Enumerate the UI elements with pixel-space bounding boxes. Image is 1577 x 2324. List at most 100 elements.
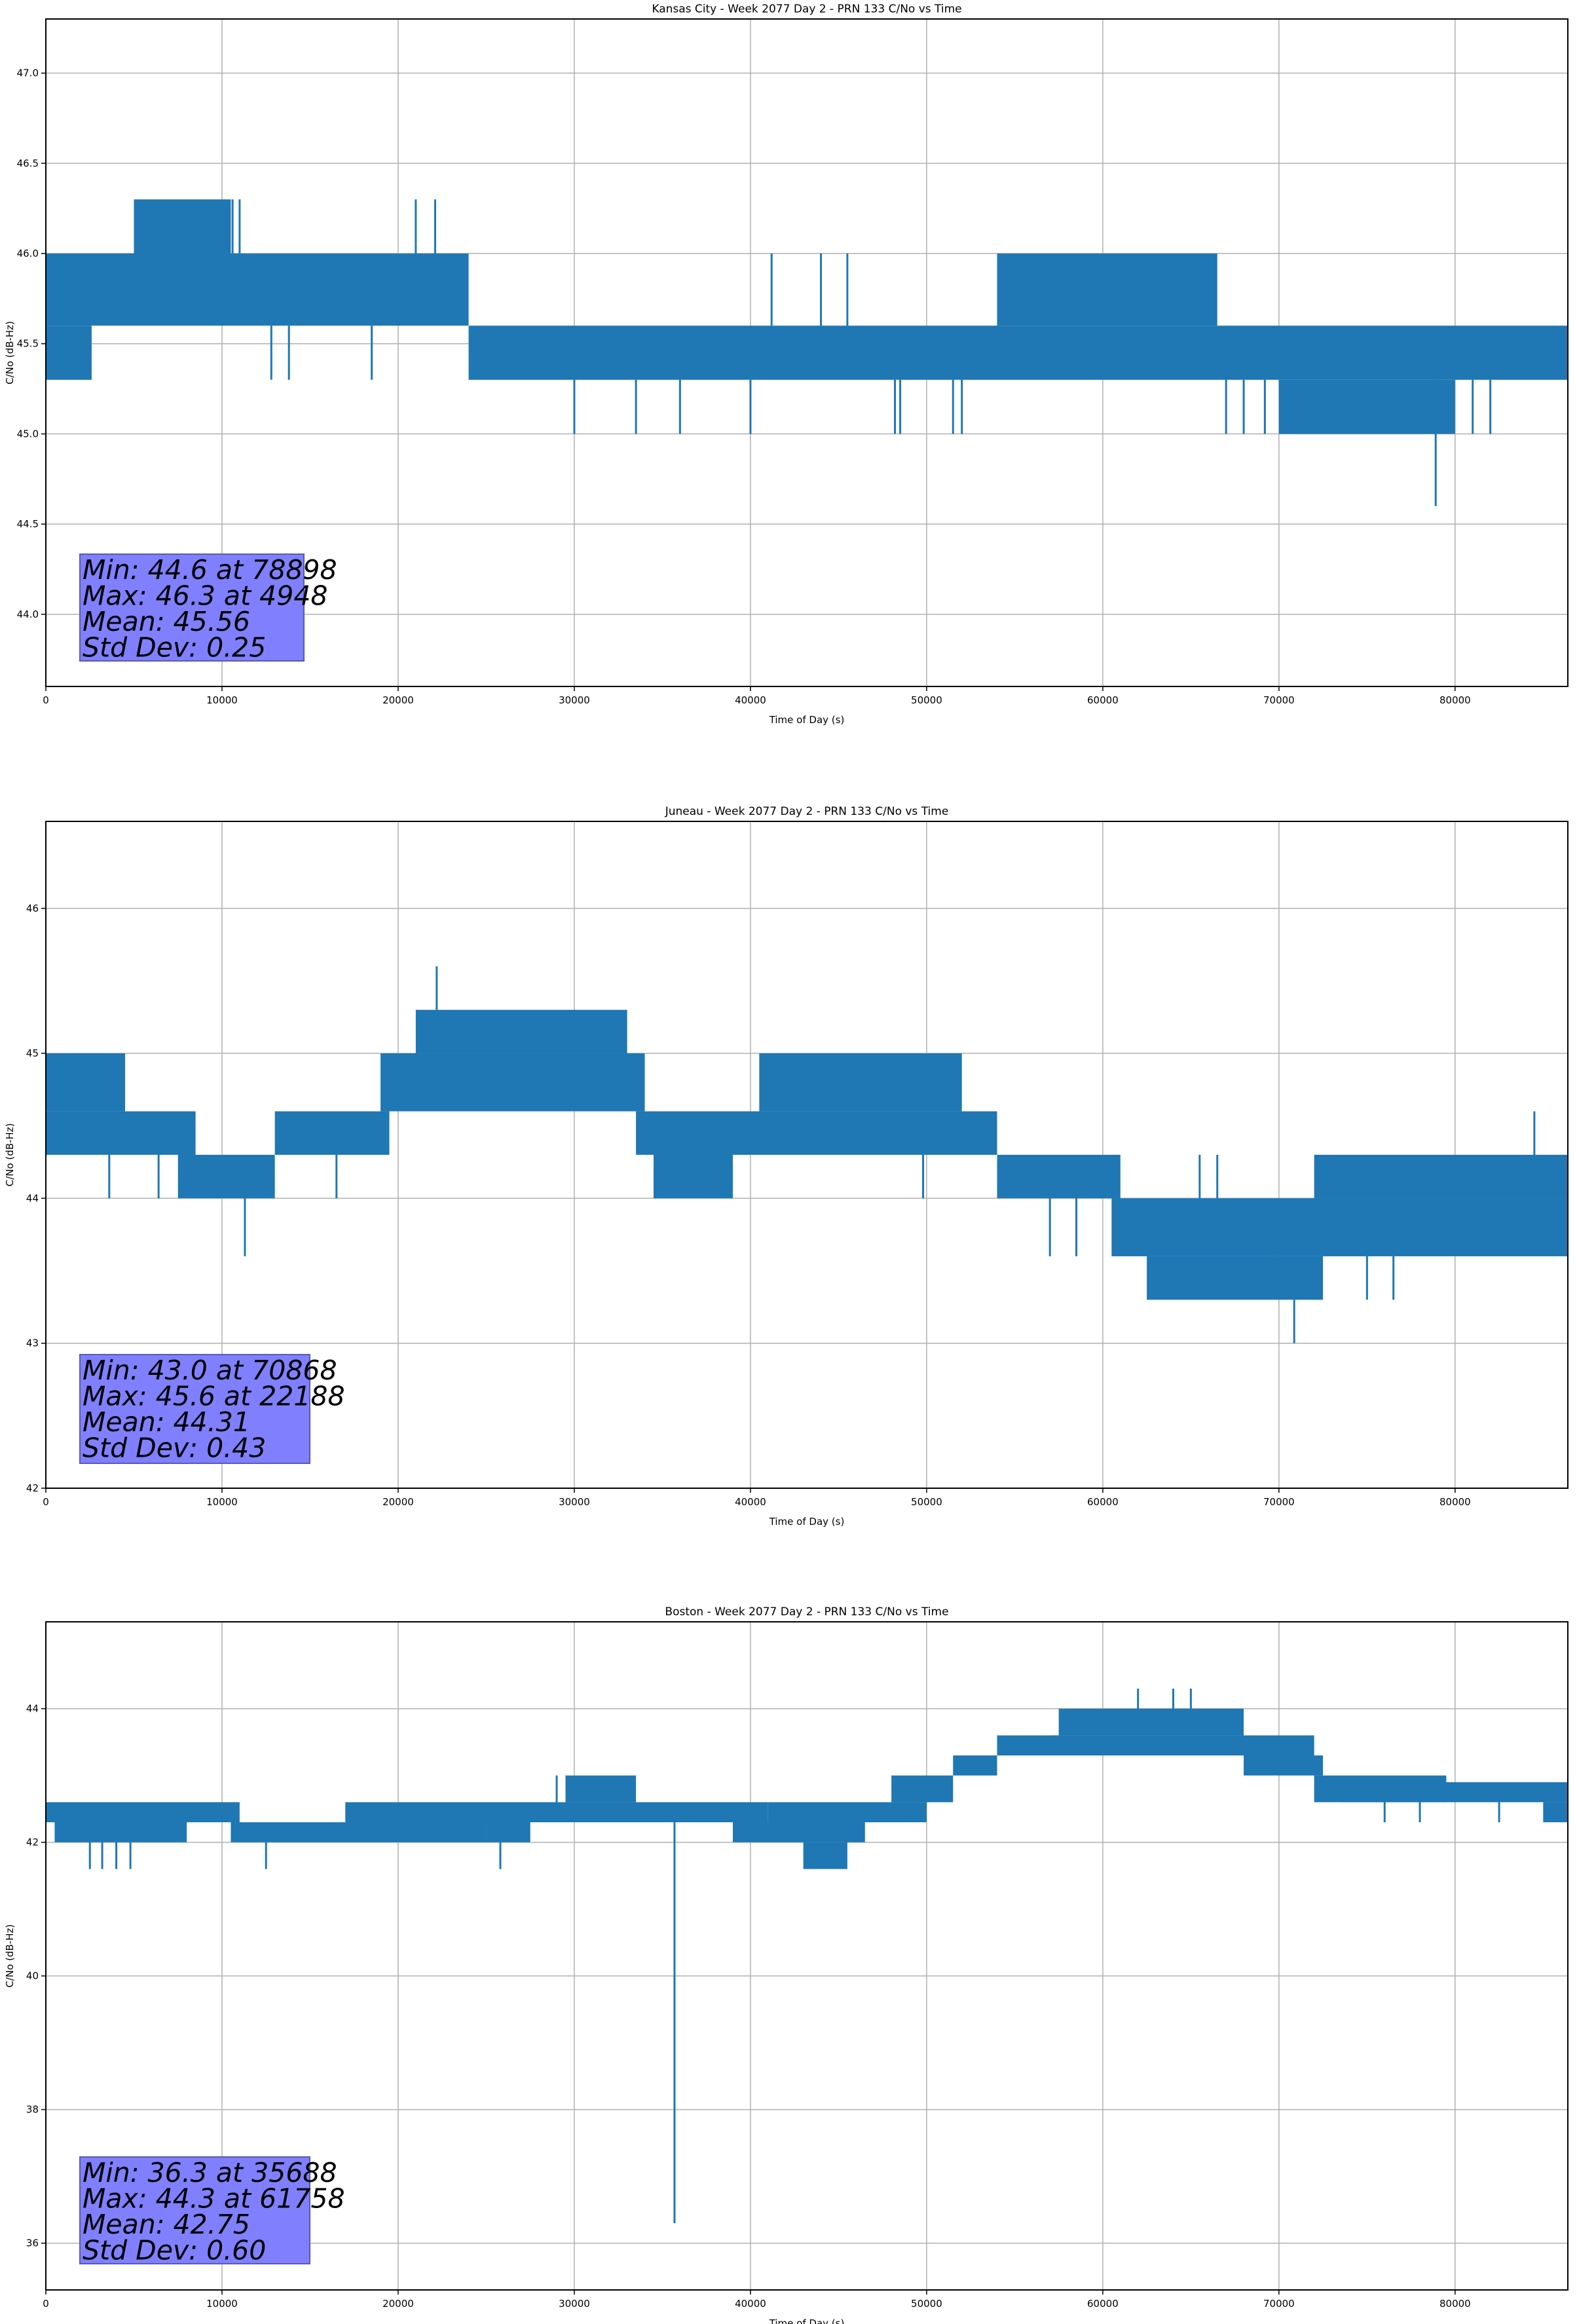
y-axis-label: C/No (dB-Hz) [4,321,16,384]
x-tick-label: 60000 [1087,694,1119,706]
y-tick-label: 45.0 [17,428,39,440]
cno-series [46,199,1568,506]
series-band [134,199,231,254]
series-band [1244,1755,1324,1776]
series-band [46,253,469,326]
y-tick-label: 44 [26,1703,39,1715]
x-tick-label: 30000 [559,1496,590,1508]
x-tick-label: 80000 [1439,2298,1471,2310]
series-band [1341,1782,1568,1803]
x-tick-label: 10000 [206,2298,238,2310]
series-band [468,326,1568,380]
x-tick-label: 10000 [206,694,238,706]
x-tick-label: 20000 [382,2298,414,2310]
series-band [46,1111,196,1155]
series-band [759,1053,962,1112]
y-tick-label: 44 [26,1192,39,1204]
y-tick-label: 45.5 [17,338,39,350]
chart-1: 0 10000 20000 30000 40000 50000 60000 70000 8000… [4,3,1568,726]
series-band [46,326,92,380]
series-band [1111,1198,1568,1256]
chart-2: 0 10000 20000 30000 40000 50000 60000 70000 8000… [4,805,1568,1527]
x-tick-label: 60000 [1087,1496,1119,1508]
series-band [636,1111,997,1155]
stats-line: Min: 44.6 at 78898 [83,554,337,586]
series-band [46,1802,240,1822]
y-tick-label: 42 [26,1482,39,1494]
y-tick-label: 44.5 [17,518,39,530]
series-band [380,1053,645,1112]
y-tick-label: 38 [26,2104,39,2116]
y-tick-label: 45 [26,1047,39,1059]
stats-line: Min: 36.3 at 35688 [83,2157,337,2188]
y-tick-label: 36 [26,2238,39,2249]
series-band [46,1053,126,1112]
x-tick-label: 40000 [735,2298,766,2310]
series-band [997,1155,1121,1199]
series-band [1314,1155,1568,1199]
chart-title: Boston - Week 2077 Day 2 - PRN 133 C/No … [665,1605,948,1619]
series-band [486,1822,530,1843]
series-band [891,1775,954,1803]
stats-line: Std Dev: 0.25 [83,632,266,664]
cno-series [46,1689,1568,2223]
stats-line: Max: 46.3 at 4948 [83,580,328,612]
stats-box-background [79,553,305,662]
axes-frame [45,18,1568,687]
series-band [1050,1735,1314,1755]
chart-title: Juneau - Week 2077 Day 2 - PRN 133 C/No … [665,805,949,818]
x-tick-label: 30000 [559,694,590,706]
cno-series [46,966,1568,1343]
chart-3: 0 10000 20000 30000 40000 50000 60000 70000 8000… [4,1605,1568,2324]
series-band [997,253,1217,326]
x-tick-label: 70000 [1263,2298,1295,2310]
axes-frame [45,1621,1568,2291]
series-band [997,1735,1059,1755]
y-tick-label: 46 [26,903,39,914]
x-axis-label: Time of Day (s) [769,1516,845,1527]
stats-line: Std Dev: 0.43 [83,1433,266,1464]
stats-line: Max: 44.3 at 61758 [83,2183,345,2215]
stats-box-background [79,1354,310,1464]
x-tick-label: 40000 [735,694,766,706]
x-tick-label: 50000 [911,1496,942,1508]
series-band [345,1802,768,1822]
series-band [768,1802,927,1822]
y-axis-label: C/No (dB-Hz) [4,1123,16,1187]
y-tick-label: 46.0 [17,248,39,259]
x-tick-label: 80000 [1439,1496,1471,1508]
series-band [1147,1256,1324,1300]
y-tick-label: 42 [26,1837,39,1848]
x-axis-label: Time of Day (s) [769,714,845,726]
series-band [1058,1708,1244,1736]
series-band [733,1822,865,1843]
stats-line: Max: 45.6 at 22188 [83,1381,345,1412]
x-tick-label: 0 [43,694,49,706]
y-tick-label: 43 [26,1338,39,1349]
x-tick-label: 70000 [1263,694,1295,706]
series-band [565,1775,637,1803]
series-band [803,1842,847,1869]
y-tick-label: 44.0 [17,609,39,620]
series-band [653,1155,733,1199]
x-tick-label: 40000 [735,1496,766,1508]
x-tick-label: 30000 [559,2298,590,2310]
series-band [953,1755,997,1776]
stats-line: Mean: 45.56 [83,606,250,637]
series-band [415,1009,627,1054]
series-band [1543,1802,1568,1822]
series-band [54,1822,187,1843]
x-tick-label: 0 [43,1496,49,1508]
chart-title: Kansas City - Week 2077 Day 2 - PRN 133 … [652,3,961,16]
series-band [231,1822,487,1843]
y-tick-label: 46.5 [17,157,39,169]
y-tick-label: 40 [26,1970,39,1982]
series-band [274,1111,390,1155]
y-tick-label: 47.0 [17,67,39,79]
x-tick-label: 20000 [382,1496,414,1508]
y-axis-label: C/No (dB-Hz) [4,1924,16,1988]
stats-line: Mean: 42.75 [83,2209,250,2240]
